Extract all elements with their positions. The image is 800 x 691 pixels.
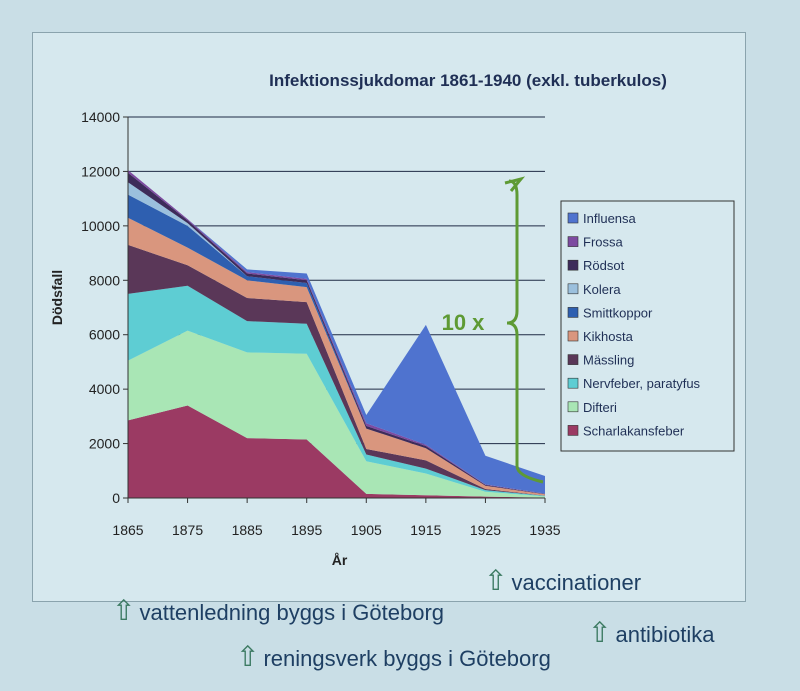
legend-swatch [567, 236, 579, 247]
legend-swatch [567, 377, 579, 389]
y-tick-label: 8000 [89, 272, 120, 288]
annotation-reningsverk-text: reningsverk byggs i Göteborg [263, 646, 551, 671]
legend-swatch [567, 401, 579, 413]
legend-label: Kikhosta [583, 329, 634, 344]
area-influensa [128, 170, 545, 494]
x-tick-label: 1885 [232, 522, 263, 538]
legend-box [560, 200, 735, 452]
legend-label: Scharlakansfeber [583, 423, 685, 438]
up-arrow-icon: ⇧ [588, 617, 612, 648]
y-tick-label: 10000 [81, 218, 120, 234]
x-axis-label: År [332, 552, 348, 568]
ten-x-brace [506, 179, 544, 484]
area-smittkoppor [128, 194, 545, 495]
legend-label: Frossa [583, 235, 624, 250]
annotation-ten-x: 10 x [442, 310, 486, 335]
y-tick-label: 6000 [89, 327, 120, 343]
y-tick-label: 12000 [81, 163, 120, 179]
area-mässling [128, 244, 545, 496]
y-axis-label: Dödsfall [49, 270, 65, 325]
x-tick-label: 1935 [529, 522, 560, 538]
legend-swatch [567, 259, 579, 271]
legend-label: Difteri [583, 400, 617, 415]
legend-label: Influensa [583, 211, 637, 226]
y-tick-label: 4000 [89, 381, 120, 397]
x-tick-label: 1895 [291, 522, 322, 538]
area-scharlakansfeber [128, 405, 545, 498]
up-arrow-icon: ⇧ [112, 595, 136, 626]
up-arrow-icon: ⇧ [484, 565, 508, 596]
area-kikhosta [128, 217, 545, 496]
x-tick-label: 1875 [172, 522, 203, 538]
y-tick-label: 2000 [89, 436, 120, 452]
legend-label: Smittkoppor [583, 305, 653, 320]
x-tick-label: 1915 [410, 522, 441, 538]
legend-swatch [567, 330, 579, 342]
up-arrow-icon: ⇧ [236, 641, 260, 672]
brace-arrowhead [504, 176, 526, 192]
annotation-reningsverk: ⇧ reningsverk byggs i Göteborg [236, 640, 551, 673]
area-nervfeber-paratyfus [128, 285, 545, 497]
legend-swatch [567, 212, 579, 224]
legend-swatch [567, 354, 579, 365]
legend-label: Mässling [583, 353, 634, 368]
area-difteri [128, 330, 545, 498]
area-kolera [128, 182, 545, 495]
y-tick-label: 0 [112, 490, 120, 506]
legend-swatch [567, 425, 579, 436]
legend-swatch [567, 307, 579, 318]
x-tick-label: 1905 [351, 522, 382, 538]
annotation-vattenledning: ⇧ vattenledning byggs i Göteborg [112, 594, 444, 627]
legend-label: Rödsot [583, 258, 625, 273]
annotation-antibiotika-text: antibiotika [615, 622, 715, 647]
annotation-vaccinationer-text: vaccinationer [511, 570, 642, 595]
y-tick-label: 14000 [81, 109, 120, 125]
legend-label: Nervfeber, paratyfus [583, 376, 701, 391]
x-tick-label: 1925 [470, 522, 501, 538]
legend-label: Kolera [583, 282, 621, 297]
chart-title: Infektionssjukdomar 1861-1940 (exkl. tub… [269, 71, 667, 90]
x-tick-label: 1865 [112, 522, 143, 538]
annotation-vattenledning-text: vattenledning byggs i Göteborg [139, 600, 445, 625]
legend-swatch [567, 283, 579, 295]
annotation-antibiotika: ⇧ antibiotika [588, 616, 715, 649]
annotation-vaccinationer: ⇧ vaccinationer [484, 564, 641, 597]
